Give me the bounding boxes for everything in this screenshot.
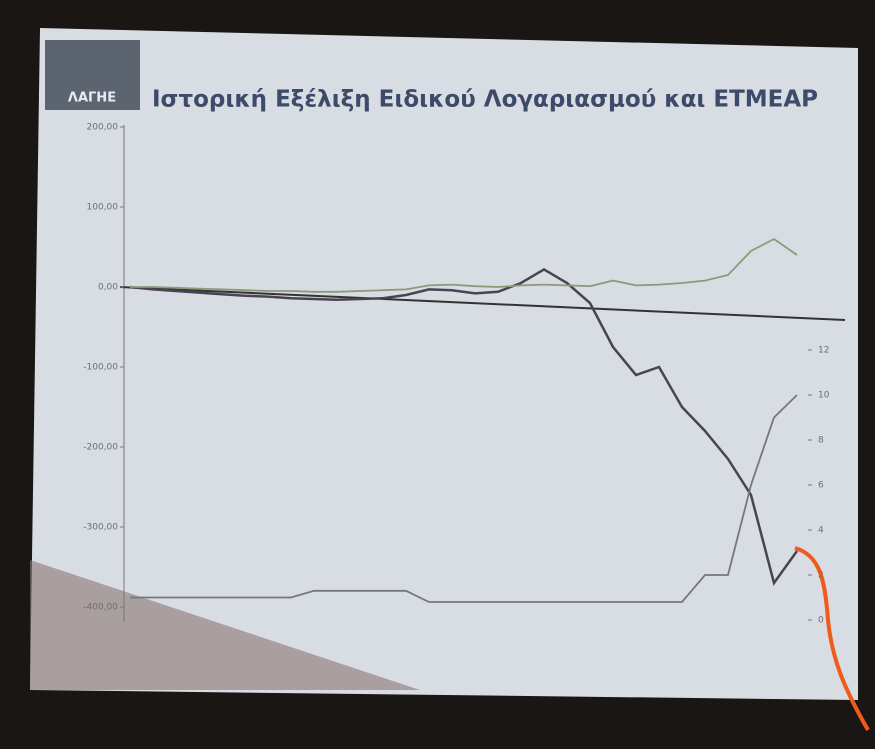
y-tick-label: -400,00: [83, 603, 118, 613]
y-tick-label: 100,00: [87, 203, 119, 213]
photo: ΛΑΓΗΕ Ιστορική Εξέλιξη Ειδικού Λογαριασμ…: [0, 0, 875, 745]
y-tick-label: 0,00: [98, 283, 118, 293]
page: ΛΑΓΗΕ Ιστορική Εξέλιξη Ειδικού Λογαριασμ…: [0, 0, 875, 745]
y-tick-label: -100,00: [83, 363, 118, 373]
y2-tick-label: 0: [818, 616, 824, 626]
y-tick-label: -200,00: [83, 443, 118, 453]
y2-tick-label: 4: [818, 526, 824, 536]
y-tick-label: 200,00: [87, 123, 119, 133]
y-tick-label: -300,00: [83, 523, 118, 533]
y2-tick-label: 2: [818, 571, 824, 581]
chart-title: Ιστορική Εξέλιξη Ειδικού Λογαριασμού και…: [152, 87, 818, 113]
logo: ΛΑΓΗΕ: [68, 91, 116, 106]
slide: [30, 28, 858, 700]
y2-tick-label: 12: [818, 346, 829, 356]
y2-tick-label: 6: [818, 481, 824, 491]
y2-tick-label: 8: [818, 436, 824, 446]
y2-tick-label: 10: [818, 391, 830, 401]
